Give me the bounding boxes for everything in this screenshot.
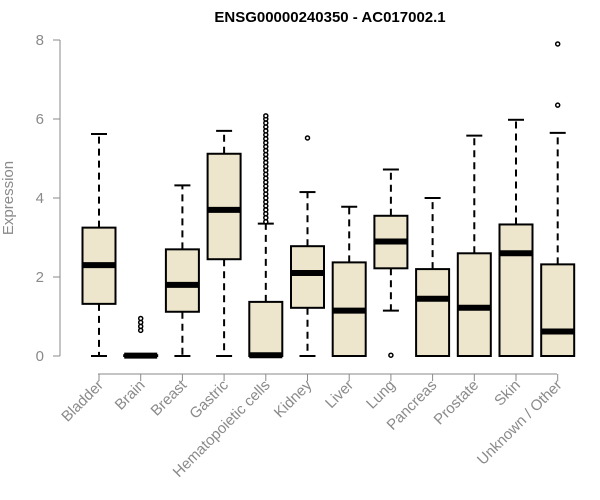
y-tick-label: 2	[36, 269, 44, 286]
outlier-point	[304, 135, 311, 141]
box-4	[248, 113, 284, 359]
y-tick-label: 6	[36, 111, 44, 128]
chart-title: ENSG00000240350 - AC017002.1	[214, 9, 445, 26]
y-axis-ticks: 0 2 4 6 8	[36, 32, 60, 365]
box-body	[164, 248, 200, 313]
box-2	[164, 184, 200, 357]
box-body	[206, 152, 242, 261]
outlier-point	[554, 102, 561, 108]
box-series	[81, 41, 576, 359]
x-category-label: Bladder	[58, 377, 107, 426]
box-0	[81, 133, 117, 357]
box-7	[373, 168, 409, 358]
x-category-label: Breast	[148, 376, 191, 419]
outlier-point	[388, 352, 394, 358]
box-10	[498, 118, 534, 357]
x-category-label: Brain	[112, 377, 149, 414]
outlier-point	[554, 41, 561, 47]
box-11	[540, 41, 576, 357]
y-tick-label: 0	[36, 348, 44, 365]
x-category-label: Skin	[491, 377, 524, 410]
box-body	[540, 263, 576, 357]
box-8	[415, 197, 451, 358]
box-body	[248, 300, 284, 358]
y-axis-label: Expression	[0, 161, 17, 235]
y-tick-label: 8	[36, 32, 44, 49]
x-category-label: Liver	[322, 377, 357, 412]
box-body	[456, 252, 492, 357]
outlier-point	[263, 113, 269, 119]
x-category-label: Prostate	[431, 377, 483, 429]
x-category-label: Kidney	[271, 376, 316, 421]
box-5	[290, 135, 325, 357]
box-body	[498, 223, 534, 357]
box-9	[456, 134, 492, 357]
box-6	[331, 205, 367, 358]
y-tick-label: 4	[36, 190, 44, 207]
box-1	[123, 315, 159, 359]
box-3	[206, 129, 242, 357]
box-body	[415, 268, 451, 358]
x-category-label: Lung	[363, 377, 399, 413]
outlier-point	[137, 315, 144, 322]
box-body	[290, 245, 325, 309]
